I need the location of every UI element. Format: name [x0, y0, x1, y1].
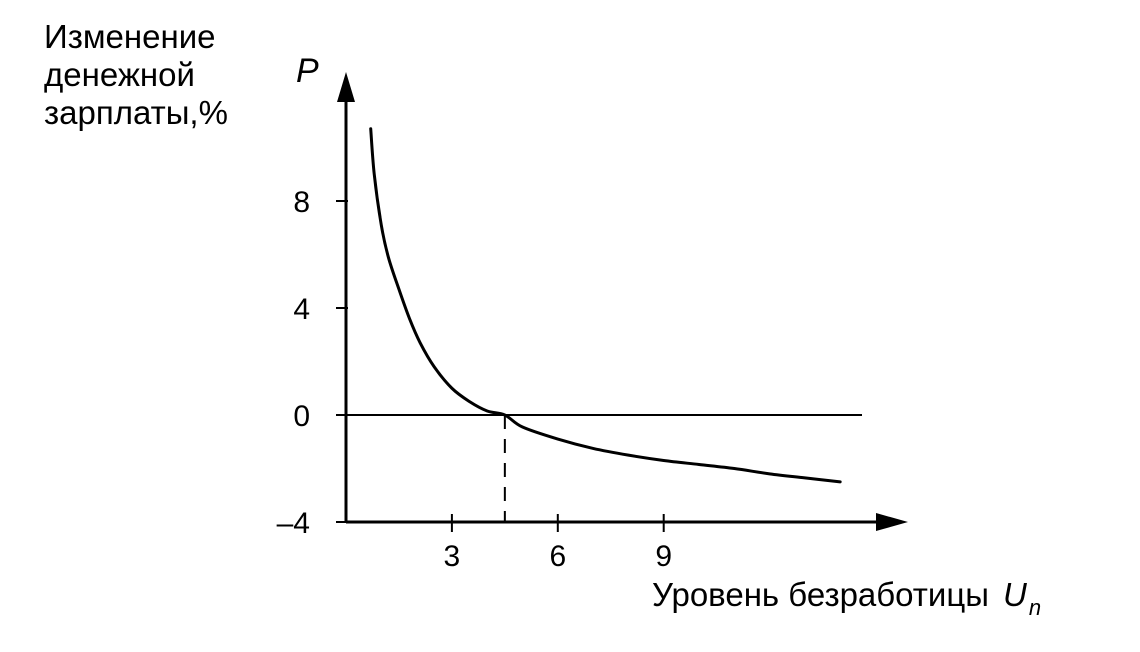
x-axis-symbol-subscript: n	[1028, 595, 1042, 620]
y-axis-title: Изменение денежной зарплаты,%	[44, 18, 228, 132]
marks-layer	[369, 127, 842, 522]
x-axis-title: Уровень безработицы	[652, 576, 989, 613]
x-axis-title-block: Уровень безработицы Un	[652, 575, 1042, 620]
y-axis-title-line-3: зарплаты,%	[44, 94, 228, 131]
y-tick-label: 4	[293, 293, 310, 326]
y-axis-symbol: P	[296, 52, 319, 90]
phillips-curve-line	[369, 127, 842, 484]
y-tick-label: 8	[293, 186, 310, 219]
ticks-layer: 8 4 0 –4 3 6 9	[277, 186, 672, 573]
x-axis-arrow	[876, 513, 908, 531]
x-axis-symbol: U	[1002, 576, 1027, 613]
axes-layer	[337, 72, 908, 531]
y-tick-label: 0	[293, 400, 310, 433]
y-axis-arrow	[337, 72, 355, 102]
y-tick-label: –4	[277, 507, 310, 540]
x-tick-label: 9	[655, 540, 672, 573]
x-tick-label: 3	[444, 540, 461, 573]
y-axis-title-line-2: денежной	[44, 56, 195, 93]
x-tick-label: 6	[549, 540, 566, 573]
y-axis-title-line-1: Изменение	[44, 18, 216, 55]
